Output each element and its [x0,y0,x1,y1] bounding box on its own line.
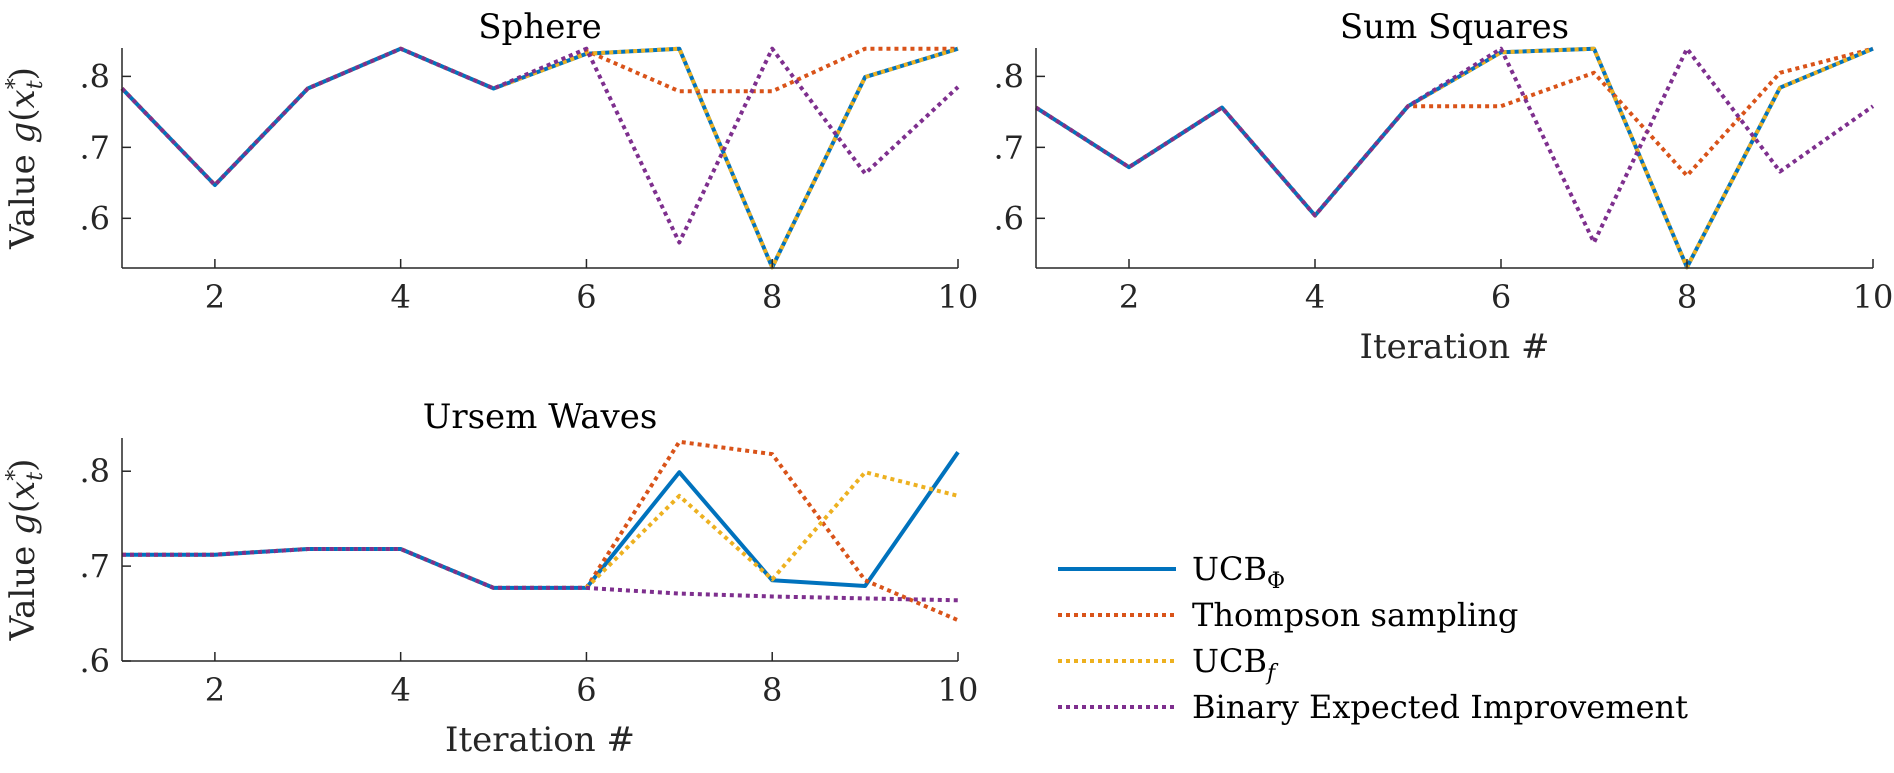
series-line-binary-expected-improvement [122,547,959,603]
x-tick-label: 6 [576,671,596,709]
series-line-ucbf [120,46,959,270]
series-line-ucb- [122,451,960,590]
x-tick-label: 8 [762,671,782,709]
y-tick-label: .8 [993,57,1024,95]
y-tick-label: .8 [79,452,110,490]
x-tick-label: 10 [1853,278,1894,316]
series-line-ucb- [120,46,959,270]
x-axis-label: Iteration # [1360,327,1550,367]
y-tick-label: .6 [79,642,110,680]
series-line-binary-expected-improvement [120,46,960,245]
panel-title: Sum Squares [1340,7,1569,47]
x-tick-label: 8 [1677,278,1697,316]
y-tick-label: .7 [79,547,110,585]
x-tick-label: 2 [205,278,225,316]
x-tick-label: 8 [762,278,782,316]
x-tick-label: 2 [205,671,225,709]
x-tick-label: 10 [938,671,979,709]
series-line-ucb- [1034,46,1874,270]
x-tick-label: 10 [938,278,979,316]
y-axis-label: Value g(x*t) [3,67,48,250]
y-axis-label: Value g(x*t) [3,459,48,642]
panel-ursem-waves: Ursem Waves 2 4 6 8 10 .6 .7 .8 Iteration # Value … [3,397,978,760]
legend-entry-label: Thompson sampling [1192,596,1518,634]
x-tick-label: 4 [390,278,410,316]
panel-title: Sphere [478,7,601,47]
legend-entry-label: UCBf [1192,642,1279,686]
panel-title: Ursem Waves [423,397,658,437]
panel-sum-squares: Sum Squares 2 4 6 8 10 .6 .7 .8 Iteration # [993,7,1893,367]
x-tick-label: 4 [1305,278,1325,316]
x-tick-label: 4 [390,671,410,709]
x-tick-label: 2 [1119,278,1139,316]
y-tick-label: .7 [79,128,110,166]
series-line-binary-expected-improvement [1034,46,1875,245]
y-tick-label: .6 [79,199,110,237]
series-line-thompson-sampling [1034,46,1874,218]
x-axis-label: Iteration # [445,720,635,760]
y-tick-label: .6 [993,199,1024,237]
panel-sphere: Sphere 2 4 6 8 10 .6 .7 .8 Value g(x*t) [3,7,978,316]
x-tick-label: 6 [576,278,596,316]
legend-entry-label: UCBΦ [1192,550,1285,594]
series-line-thompson-sampling [122,439,959,623]
y-tick-label: .8 [79,57,110,95]
x-tick-label: 6 [1491,278,1511,316]
y-tick-label: .7 [993,128,1024,166]
series-line-ucbf [122,470,959,590]
legend-entry-label: Binary Expected Improvement [1192,688,1688,726]
